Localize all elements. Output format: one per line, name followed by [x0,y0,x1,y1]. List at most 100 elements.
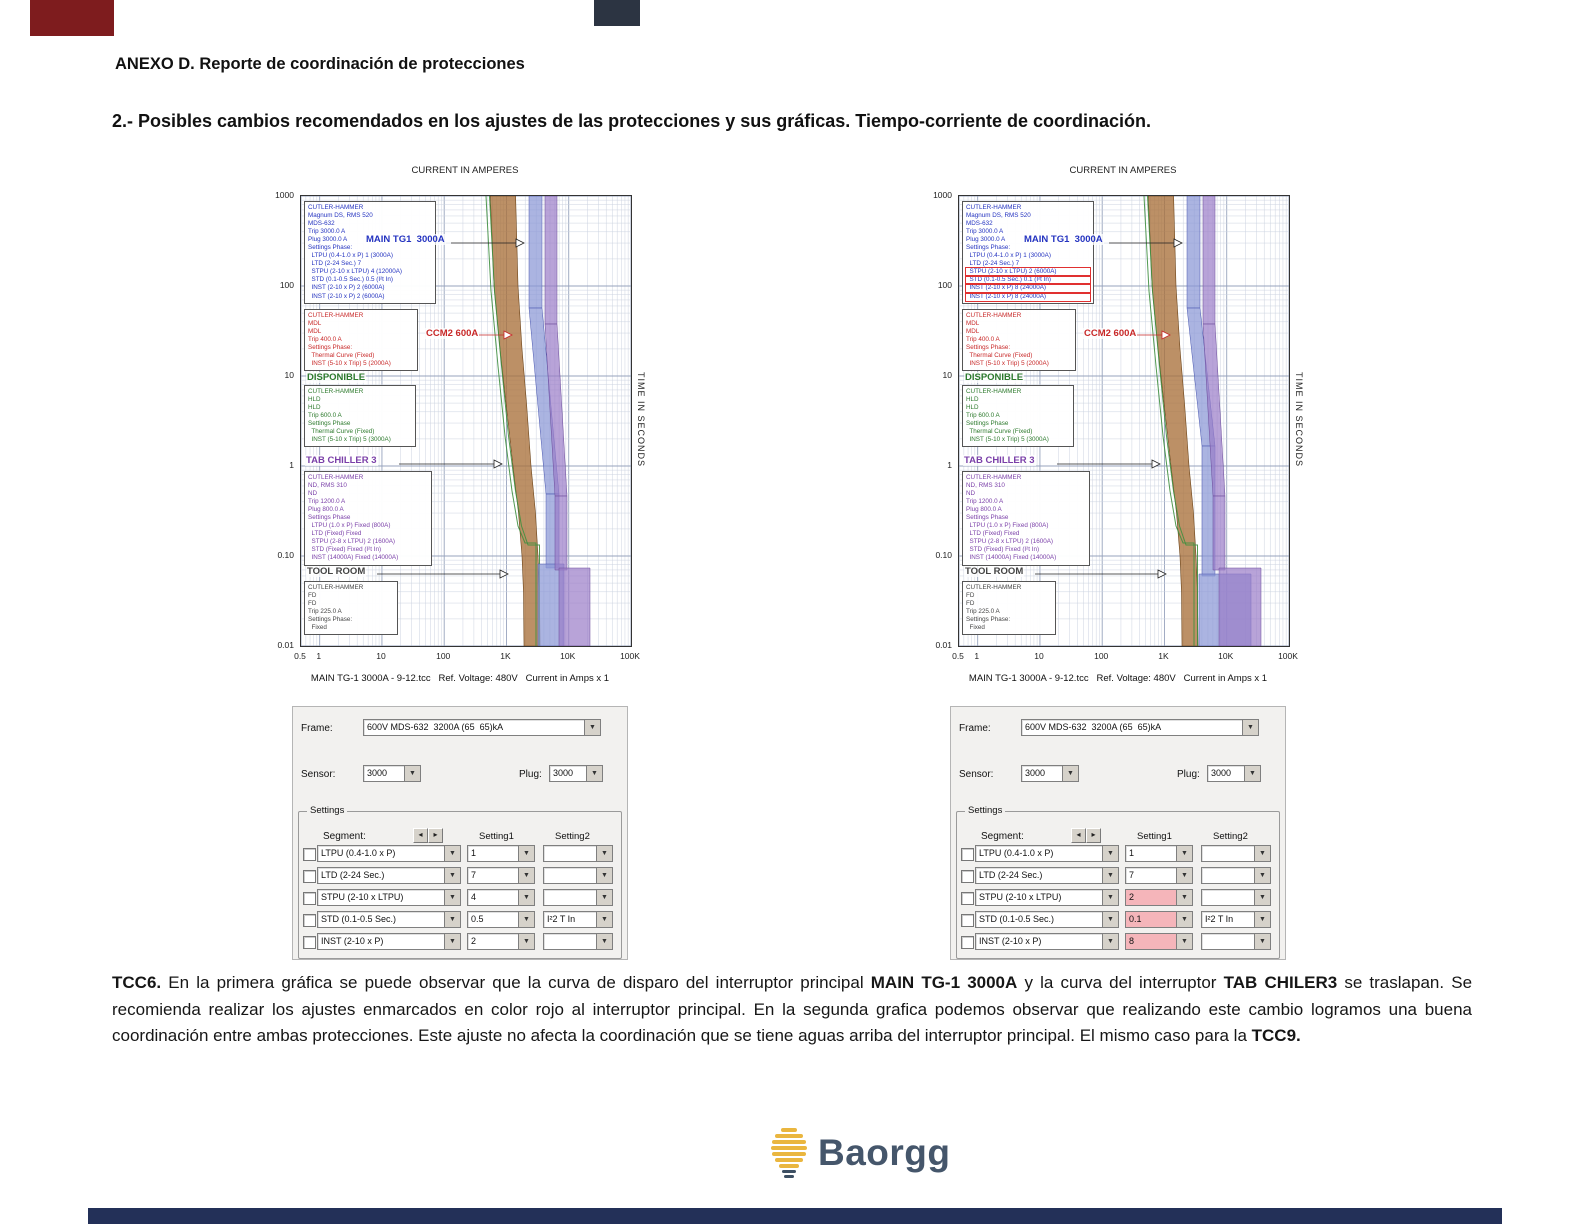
dropdown-arrow-icon[interactable]: ▼ [1244,766,1260,781]
dropdown-arrow-icon[interactable]: ▼ [1176,912,1192,927]
plug-combo[interactable]: 3000 ▼ [1207,765,1261,782]
bottom-banner-bar [88,1208,1502,1224]
row-checkbox[interactable] [303,870,316,883]
dropdown-arrow-icon[interactable]: ▼ [1254,934,1270,949]
y-tick: 100 [937,280,952,290]
row-checkbox[interactable] [303,914,316,927]
dropdown-arrow-icon[interactable]: ▼ [518,868,534,883]
setting1-combo[interactable]: 0.5 ▼ [467,911,535,928]
dropdown-arrow-icon[interactable]: ▼ [1254,868,1270,883]
dropdown-arrow-icon[interactable]: ▼ [404,766,420,781]
setting2-combo[interactable]: ▼ [1201,867,1271,884]
segment-combo[interactable]: LTPU (0.4-1.0 x P) ▼ [317,845,461,862]
logo: Baorgg [768,1126,951,1180]
dropdown-arrow-icon[interactable]: ▼ [596,846,612,861]
frame-combo[interactable]: 600V MDS-632 3200A (65 65)kA ▼ [363,719,601,736]
row-checkbox[interactable] [303,936,316,949]
setting1-combo[interactable]: 0.1 ▼ [1125,911,1193,928]
sensor-label: Sensor: [301,769,336,780]
sensor-combo[interactable]: 3000 ▼ [363,765,421,782]
subsection-heading: 2.- Posibles cambios recomendados en los… [112,111,1152,131]
dropdown-arrow-icon[interactable]: ▼ [586,766,602,781]
segment-combo[interactable]: STD (0.1-0.5 Sec.) ▼ [975,911,1119,928]
row-checkbox[interactable] [961,936,974,949]
dropdown-arrow-icon[interactable]: ▼ [1102,890,1118,905]
curve-label-chiller: TAB CHILLER 3 [963,455,1036,466]
dropdown-arrow-icon[interactable]: ▼ [518,912,534,927]
dropdown-arrow-icon[interactable]: ▼ [1062,766,1078,781]
segment-combo[interactable]: STPU (2-10 x LTPU) ▼ [975,889,1119,906]
segment-combo[interactable]: STD (0.1-0.5 Sec.) ▼ [317,911,461,928]
segment-spin-left[interactable]: ◂ [413,828,428,843]
setting2-combo[interactable]: ▼ [543,845,613,862]
plug-combo[interactable]: 3000 ▼ [549,765,603,782]
dropdown-arrow-icon[interactable]: ▼ [444,890,460,905]
dropdown-arrow-icon[interactable]: ▼ [584,720,600,735]
setting2-combo[interactable]: ▼ [1201,889,1271,906]
setting2-combo[interactable]: I²2 T In ▼ [1201,911,1271,928]
setting2-combo[interactable]: ▼ [543,889,613,906]
setting2-combo[interactable]: ▼ [543,867,613,884]
x-tick: 10 [376,651,386,661]
row-checkbox[interactable] [961,892,974,905]
y-tick: 1000 [933,190,952,200]
dropdown-arrow-icon[interactable]: ▼ [596,890,612,905]
row-checkbox[interactable] [303,892,316,905]
setting1-combo[interactable]: 7 ▼ [1125,867,1193,884]
dropdown-arrow-icon[interactable]: ▼ [1254,846,1270,861]
setting2-combo[interactable]: ▼ [1201,933,1271,950]
dropdown-arrow-icon[interactable]: ▼ [1254,890,1270,905]
segment-combo[interactable]: LTD (2-24 Sec.) ▼ [317,867,461,884]
dropdown-arrow-icon[interactable]: ▼ [1102,846,1118,861]
dropdown-arrow-icon[interactable]: ▼ [1176,868,1192,883]
dropdown-arrow-icon[interactable]: ▼ [518,846,534,861]
row-checkbox[interactable] [961,870,974,883]
segment-spin-right[interactable]: ▸ [428,828,443,843]
dropdown-arrow-icon[interactable]: ▼ [1176,846,1192,861]
row-checkbox[interactable] [961,848,974,861]
sensor-combo[interactable]: 3000 ▼ [1021,765,1079,782]
dropdown-arrow-icon[interactable]: ▼ [444,868,460,883]
segment-combo[interactable]: INST (2-10 x P) ▼ [317,933,461,950]
dropdown-arrow-icon[interactable]: ▼ [1242,720,1258,735]
dropdown-arrow-icon[interactable]: ▼ [444,846,460,861]
dropdown-arrow-icon[interactable]: ▼ [596,868,612,883]
segment-combo[interactable]: LTD (2-24 Sec.) ▼ [975,867,1119,884]
setting2-combo[interactable]: ▼ [543,933,613,950]
setting2-combo[interactable]: ▼ [1201,845,1271,862]
dropdown-arrow-icon[interactable]: ▼ [444,934,460,949]
setting1-combo[interactable]: 2 ▼ [467,933,535,950]
chart-caption: MAIN TG-1 3000A - 9-12.tcc Ref. Voltage:… [968,673,1268,684]
dropdown-arrow-icon[interactable]: ▼ [1176,890,1192,905]
curve-label-main: MAIN TG1 3000A [365,234,446,245]
plot-area: CUTLER-HAMMER Magnum DS, RMS 520 MDS-632 Tr… [300,195,632,647]
frame-combo[interactable]: 600V MDS-632 3200A (65 65)kA ▼ [1021,719,1259,736]
setting1-combo[interactable]: 4 ▼ [467,889,535,906]
segment-combo[interactable]: INST (2-10 x P) ▼ [975,933,1119,950]
dropdown-arrow-icon[interactable]: ▼ [1102,868,1118,883]
segment-combo[interactable]: STPU (2-10 x LTPU) ▼ [317,889,461,906]
dropdown-arrow-icon[interactable]: ▼ [596,912,612,927]
dropdown-arrow-icon[interactable]: ▼ [518,890,534,905]
segment-combo[interactable]: LTPU (0.4-1.0 x P) ▼ [975,845,1119,862]
dropdown-arrow-icon[interactable]: ▼ [518,934,534,949]
dropdown-arrow-icon[interactable]: ▼ [1102,912,1118,927]
row-checkbox[interactable] [303,848,316,861]
device-box-toolroom: CUTLER-HAMMER FD FD Trip 225.0 A Settings Ph… [962,581,1056,636]
setting1-combo[interactable]: 7 ▼ [467,867,535,884]
segment-spin-right[interactable]: ▸ [1086,828,1101,843]
setting1-combo[interactable]: 8 ▼ [1125,933,1193,950]
dropdown-arrow-icon[interactable]: ▼ [1102,934,1118,949]
segment-spin-left[interactable]: ◂ [1071,828,1086,843]
dropdown-arrow-icon[interactable]: ▼ [1176,934,1192,949]
logo-text: Baorgg [818,1132,951,1173]
dropdown-arrow-icon[interactable]: ▼ [1254,912,1270,927]
dropdown-arrow-icon[interactable]: ▼ [596,934,612,949]
setting1-combo[interactable]: 2 ▼ [1125,889,1193,906]
row-checkbox[interactable] [961,914,974,927]
setting2-combo[interactable]: I²2 T In ▼ [543,911,613,928]
setting1-combo[interactable]: 1 ▼ [1125,845,1193,862]
setting1-combo[interactable]: 1 ▼ [467,845,535,862]
device-box-main: CUTLER-HAMMER Magnum DS, RMS 520 MDS-632 Tr… [962,201,1094,304]
dropdown-arrow-icon[interactable]: ▼ [444,912,460,927]
